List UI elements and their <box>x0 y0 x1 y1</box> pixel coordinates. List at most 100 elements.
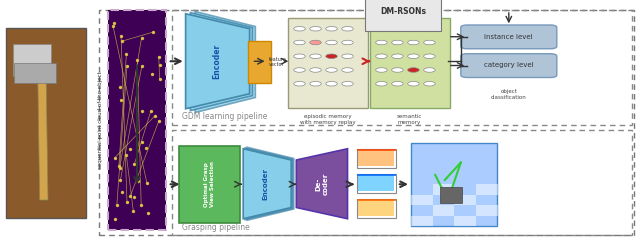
FancyBboxPatch shape <box>248 41 271 82</box>
Circle shape <box>310 40 321 45</box>
FancyBboxPatch shape <box>357 148 396 150</box>
Polygon shape <box>195 12 255 112</box>
Point <box>145 110 156 114</box>
Point <box>117 39 127 43</box>
Circle shape <box>424 40 435 45</box>
Circle shape <box>392 54 403 58</box>
Circle shape <box>326 68 337 72</box>
FancyBboxPatch shape <box>108 10 166 230</box>
Point <box>116 34 126 38</box>
Text: Grasping pipeline: Grasping pipeline <box>182 223 250 232</box>
Circle shape <box>392 82 403 86</box>
Point <box>116 190 127 194</box>
Text: semantic
memory: semantic memory <box>397 114 422 124</box>
Circle shape <box>392 26 403 31</box>
Circle shape <box>376 54 387 58</box>
Polygon shape <box>186 14 250 109</box>
Point <box>128 209 138 213</box>
FancyBboxPatch shape <box>454 195 476 205</box>
FancyBboxPatch shape <box>461 54 557 78</box>
Point <box>109 20 120 24</box>
Text: object
classification: object classification <box>491 89 527 100</box>
Text: DM-RSONs: DM-RSONs <box>380 7 426 16</box>
Point <box>147 72 157 76</box>
Point <box>125 194 136 198</box>
Point <box>132 58 143 62</box>
Circle shape <box>342 54 353 58</box>
Text: De-
coder: De- coder <box>316 173 328 196</box>
FancyBboxPatch shape <box>179 146 240 222</box>
FancyBboxPatch shape <box>357 174 396 176</box>
Point <box>129 195 139 199</box>
Point <box>108 24 118 28</box>
Circle shape <box>376 40 387 45</box>
Circle shape <box>294 68 305 72</box>
Circle shape <box>294 40 305 45</box>
FancyBboxPatch shape <box>357 198 396 200</box>
Circle shape <box>392 40 403 45</box>
Circle shape <box>310 68 321 72</box>
Point <box>148 30 158 34</box>
Point <box>122 64 132 68</box>
Circle shape <box>310 54 321 58</box>
Circle shape <box>408 26 419 31</box>
Point <box>109 156 120 160</box>
Point <box>121 52 131 56</box>
Point <box>136 109 147 113</box>
Circle shape <box>424 82 435 86</box>
Point <box>155 63 165 67</box>
FancyBboxPatch shape <box>411 216 433 226</box>
Point <box>154 77 164 81</box>
Point <box>115 178 125 182</box>
FancyBboxPatch shape <box>411 195 433 205</box>
FancyBboxPatch shape <box>433 184 454 195</box>
Point <box>137 64 147 68</box>
Polygon shape <box>191 13 253 110</box>
Point <box>115 166 125 170</box>
Polygon shape <box>296 149 348 219</box>
FancyBboxPatch shape <box>370 18 450 108</box>
Point <box>129 162 140 166</box>
Circle shape <box>376 68 387 72</box>
Circle shape <box>294 82 305 86</box>
Circle shape <box>342 82 353 86</box>
Circle shape <box>408 40 419 45</box>
Text: Encoder: Encoder <box>262 168 269 200</box>
Circle shape <box>310 82 321 86</box>
Circle shape <box>424 54 435 58</box>
FancyBboxPatch shape <box>288 18 368 108</box>
FancyBboxPatch shape <box>454 216 476 226</box>
Point <box>136 36 147 40</box>
FancyBboxPatch shape <box>358 175 394 191</box>
Point <box>115 86 125 89</box>
Point <box>121 153 131 157</box>
Point <box>125 147 135 151</box>
Point <box>154 119 164 123</box>
Point <box>112 203 122 207</box>
FancyBboxPatch shape <box>411 142 497 226</box>
Circle shape <box>424 26 435 31</box>
Text: Optimal Grasp
View Selection: Optimal Grasp View Selection <box>204 161 214 207</box>
Text: sequential point cloud of the object: sequential point cloud of the object <box>98 71 103 169</box>
Polygon shape <box>243 149 291 219</box>
Polygon shape <box>245 148 292 220</box>
FancyBboxPatch shape <box>6 28 86 218</box>
Circle shape <box>408 54 419 58</box>
Text: GDM learning pipeline: GDM learning pipeline <box>182 112 268 121</box>
Point <box>142 181 152 185</box>
Point <box>143 211 153 215</box>
FancyBboxPatch shape <box>14 62 56 82</box>
Point <box>150 114 160 118</box>
Point <box>114 164 124 168</box>
Circle shape <box>294 26 305 31</box>
Polygon shape <box>38 75 48 200</box>
Circle shape <box>326 82 337 86</box>
Circle shape <box>326 26 337 31</box>
Point <box>110 217 120 221</box>
FancyBboxPatch shape <box>461 25 557 49</box>
FancyBboxPatch shape <box>476 184 498 195</box>
Circle shape <box>310 26 321 31</box>
Circle shape <box>342 26 353 31</box>
Circle shape <box>408 82 419 86</box>
Circle shape <box>342 40 353 45</box>
